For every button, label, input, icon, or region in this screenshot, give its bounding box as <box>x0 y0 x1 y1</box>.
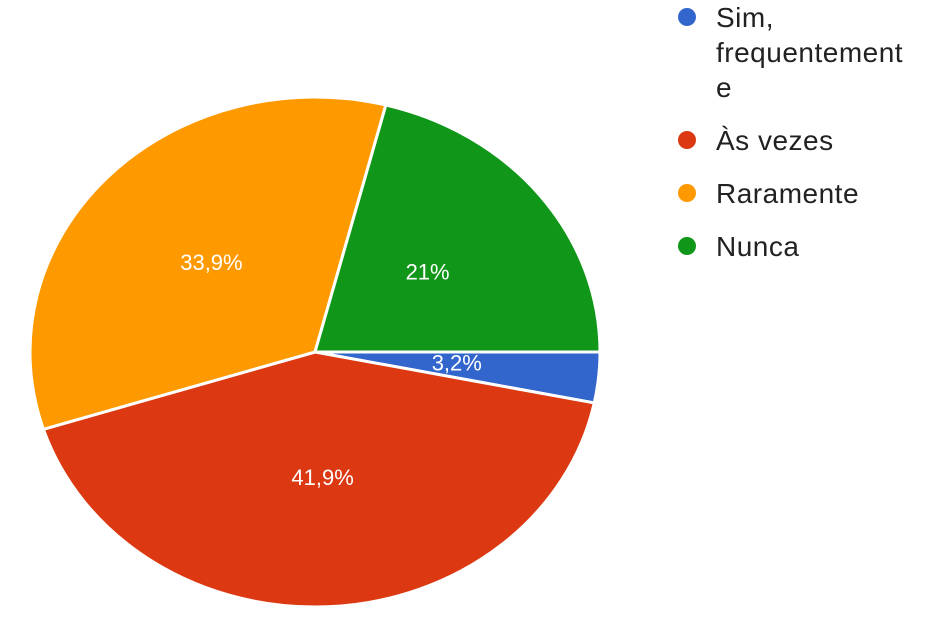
slice-label: 41,9% <box>291 465 353 490</box>
legend-item: Raramente <box>674 176 934 211</box>
legend-label: Sim, frequentemente <box>716 2 904 103</box>
legend-item: Nunca <box>674 229 934 264</box>
legend-label: Nunca <box>716 231 800 262</box>
legend-item: Sim, frequentemente <box>674 0 934 105</box>
legend-marker <box>678 131 696 149</box>
legend-marker <box>678 237 696 255</box>
slice-label: 33,9% <box>180 250 242 275</box>
slice-label: 3,2% <box>432 351 482 376</box>
pie-slice <box>41 350 597 609</box>
pie-slice <box>28 95 388 432</box>
legend-label: Às vezes <box>716 125 834 156</box>
legend-marker <box>678 8 696 26</box>
legend: Sim, frequentemente Às vezes Raramente Nunc… <box>674 0 934 282</box>
legend-marker <box>678 184 696 202</box>
slice-label: 21% <box>406 260 450 285</box>
pie-slice <box>313 103 602 354</box>
legend-item: Às vezes <box>674 123 934 158</box>
legend-label: Raramente <box>716 178 860 209</box>
